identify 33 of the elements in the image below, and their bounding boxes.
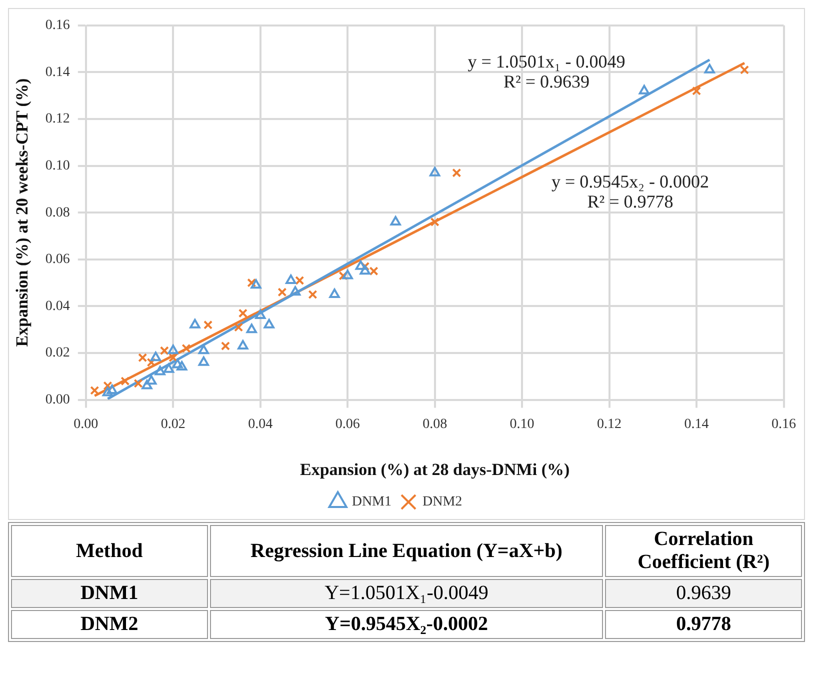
y-tick-label: 0.00: [45, 392, 70, 408]
legend-label: DNM1: [352, 494, 392, 510]
y-tick-label: 0.14: [45, 64, 70, 80]
text: Correlation Coefficient (R²): [605, 525, 802, 577]
legend-label: DNM2: [422, 494, 462, 510]
y-tick-label: 0.08: [45, 205, 70, 220]
text: Y=1.0501X₁-0.0049: [210, 579, 604, 608]
y-tick-label: 0.02: [45, 346, 70, 361]
x-axis-title: Expansion (%) at 28 days-DNMi (%): [300, 460, 570, 480]
text: 0.9639: [605, 579, 802, 608]
y-tick-label: 0.04: [45, 298, 70, 314]
annotation: y = 0.9545x₂ - 0.0002 R² = 0.9778: [552, 171, 709, 212]
x-tick-label: 0.10: [510, 416, 534, 432]
annotation: y = 1.0501x₁ - 0.0049 R² = 0.9639: [468, 52, 626, 92]
x-tick-label: 0.12: [597, 416, 622, 432]
text: DNM2: [11, 610, 208, 639]
text: 0.9778: [605, 610, 802, 639]
x-tick-label: 0.08: [422, 416, 448, 432]
y-tick-label: 0.16: [45, 18, 70, 34]
text: Regression Line Equation (Y=aX+b): [210, 525, 604, 577]
x-tick-label: 0.04: [248, 416, 273, 432]
y-axis-title: Expansion (%) at 20 weeks-CPT (%): [12, 78, 32, 347]
y-tick-label: 0.06: [45, 252, 70, 268]
x-tick-label: 0.06: [335, 416, 360, 432]
y-tick-label: 0.12: [45, 112, 70, 127]
x-tick-label: 0.02: [160, 416, 186, 432]
y-tick-label: 0.10: [45, 158, 70, 174]
text: Y=0.9545X₂-0.0002: [210, 610, 604, 639]
text: DNM1: [11, 579, 208, 608]
x-tick-label: 0.00: [74, 416, 98, 432]
x-tick-label: 0.16: [772, 416, 796, 432]
text: Method: [11, 525, 208, 577]
x-tick-label: 0.14: [684, 416, 709, 432]
